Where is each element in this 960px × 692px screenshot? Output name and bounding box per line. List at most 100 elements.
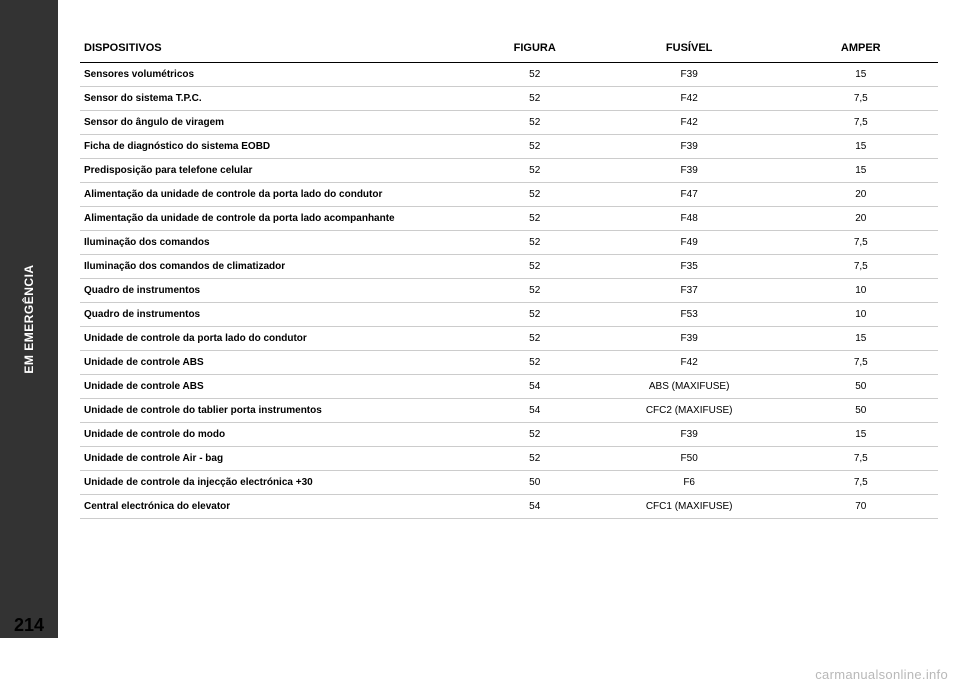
cell-figure: 52: [475, 207, 595, 231]
cell-fuse: F53: [595, 303, 784, 327]
cell-amp: 20: [784, 183, 938, 207]
cell-amp: 7,5: [784, 351, 938, 375]
table-row: Iluminação dos comandos de climatizador5…: [80, 255, 938, 279]
table-row: Unidade de controle ABS52F427,5: [80, 351, 938, 375]
cell-device: Unidade de controle Air - bag: [80, 447, 475, 471]
table-row: Unidade de controle da injecção electrón…: [80, 471, 938, 495]
cell-fuse: CFC2 (MAXIFUSE): [595, 399, 784, 423]
cell-device: Sensor do ângulo de viragem: [80, 111, 475, 135]
cell-figure: 52: [475, 231, 595, 255]
cell-amp: 15: [784, 135, 938, 159]
cell-device: Sensor do sistema T.P.C.: [80, 87, 475, 111]
cell-amp: 15: [784, 159, 938, 183]
cell-figure: 52: [475, 87, 595, 111]
cell-device: Unidade de controle ABS: [80, 375, 475, 399]
cell-device: Unidade de controle da porta lado do con…: [80, 327, 475, 351]
table-row: Central electrónica do elevator54CFC1 (M…: [80, 495, 938, 519]
cell-figure: 52: [475, 255, 595, 279]
cell-amp: 7,5: [784, 471, 938, 495]
cell-figure: 54: [475, 375, 595, 399]
page-number: 214: [0, 615, 58, 636]
cell-fuse: ABS (MAXIFUSE): [595, 375, 784, 399]
cell-amp: 7,5: [784, 255, 938, 279]
cell-amp: 7,5: [784, 87, 938, 111]
table-row: Unidade de controle ABS54ABS (MAXIFUSE)5…: [80, 375, 938, 399]
table-row: Unidade de controle Air - bag52F507,5: [80, 447, 938, 471]
cell-device: Iluminação dos comandos de climatizador: [80, 255, 475, 279]
cell-fuse: F39: [595, 423, 784, 447]
cell-fuse: F39: [595, 135, 784, 159]
cell-figure: 54: [475, 495, 595, 519]
cell-fuse: F42: [595, 111, 784, 135]
cell-device: Alimentação da unidade de controle da po…: [80, 183, 475, 207]
cell-fuse: F39: [595, 63, 784, 87]
header-device: DISPOSITIVOS: [80, 36, 475, 63]
table-row: Predisposição para telefone celular52F39…: [80, 159, 938, 183]
header-amp: AMPER: [784, 36, 938, 63]
cell-fuse: F37: [595, 279, 784, 303]
sidebar-label: EM EMERGÊNCIA: [22, 264, 36, 373]
cell-device: Unidade de controle da injecção electrón…: [80, 471, 475, 495]
table-row: Iluminação dos comandos52F497,5: [80, 231, 938, 255]
watermark: carmanualsonline.info: [815, 667, 948, 682]
cell-fuse: F48: [595, 207, 784, 231]
cell-amp: 7,5: [784, 231, 938, 255]
cell-fuse: F50: [595, 447, 784, 471]
cell-fuse: F39: [595, 159, 784, 183]
cell-figure: 52: [475, 447, 595, 471]
cell-amp: 70: [784, 495, 938, 519]
cell-device: Predisposição para telefone celular: [80, 159, 475, 183]
cell-amp: 15: [784, 63, 938, 87]
cell-device: Unidade de controle ABS: [80, 351, 475, 375]
cell-figure: 52: [475, 183, 595, 207]
cell-device: Quadro de instrumentos: [80, 303, 475, 327]
table-row: Alimentação da unidade de controle da po…: [80, 207, 938, 231]
fuse-table: DISPOSITIVOS FIGURA FUSÍVEL AMPER Sensor…: [80, 36, 938, 519]
header-figure: FIGURA: [475, 36, 595, 63]
cell-amp: 15: [784, 423, 938, 447]
table-row: Sensores volumétricos52F3915: [80, 63, 938, 87]
table-row: Ficha de diagnóstico do sistema EOBD52F3…: [80, 135, 938, 159]
cell-figure: 52: [475, 327, 595, 351]
table-row: Unidade de controle da porta lado do con…: [80, 327, 938, 351]
cell-amp: 10: [784, 279, 938, 303]
cell-amp: 50: [784, 399, 938, 423]
cell-figure: 52: [475, 303, 595, 327]
cell-fuse: F49: [595, 231, 784, 255]
fuse-table-area: DISPOSITIVOS FIGURA FUSÍVEL AMPER Sensor…: [80, 36, 938, 519]
cell-amp: 50: [784, 375, 938, 399]
table-row: Unidade de controle do modo52F3915: [80, 423, 938, 447]
cell-figure: 54: [475, 399, 595, 423]
cell-amp: 7,5: [784, 447, 938, 471]
cell-fuse: F6: [595, 471, 784, 495]
cell-figure: 52: [475, 159, 595, 183]
cell-device: Quadro de instrumentos: [80, 279, 475, 303]
table-row: Quadro de instrumentos52F3710: [80, 279, 938, 303]
cell-device: Ficha de diagnóstico do sistema EOBD: [80, 135, 475, 159]
cell-figure: 52: [475, 279, 595, 303]
cell-amp: 15: [784, 327, 938, 351]
cell-figure: 52: [475, 111, 595, 135]
cell-device: Sensores volumétricos: [80, 63, 475, 87]
cell-figure: 52: [475, 135, 595, 159]
cell-device: Unidade de controle do modo: [80, 423, 475, 447]
cell-figure: 50: [475, 471, 595, 495]
cell-figure: 52: [475, 63, 595, 87]
cell-fuse: F42: [595, 87, 784, 111]
cell-figure: 52: [475, 351, 595, 375]
table-row: Unidade de controle do tablier porta ins…: [80, 399, 938, 423]
cell-fuse: CFC1 (MAXIFUSE): [595, 495, 784, 519]
cell-device: Unidade de controle do tablier porta ins…: [80, 399, 475, 423]
cell-amp: 20: [784, 207, 938, 231]
table-row: Sensor do ângulo de viragem52F427,5: [80, 111, 938, 135]
cell-amp: 7,5: [784, 111, 938, 135]
cell-amp: 10: [784, 303, 938, 327]
cell-device: Alimentação da unidade de controle da po…: [80, 207, 475, 231]
header-fuse: FUSÍVEL: [595, 36, 784, 63]
cell-device: Iluminação dos comandos: [80, 231, 475, 255]
cell-device: Central electrónica do elevator: [80, 495, 475, 519]
cell-fuse: F47: [595, 183, 784, 207]
cell-fuse: F35: [595, 255, 784, 279]
table-row: Quadro de instrumentos52F5310: [80, 303, 938, 327]
cell-figure: 52: [475, 423, 595, 447]
